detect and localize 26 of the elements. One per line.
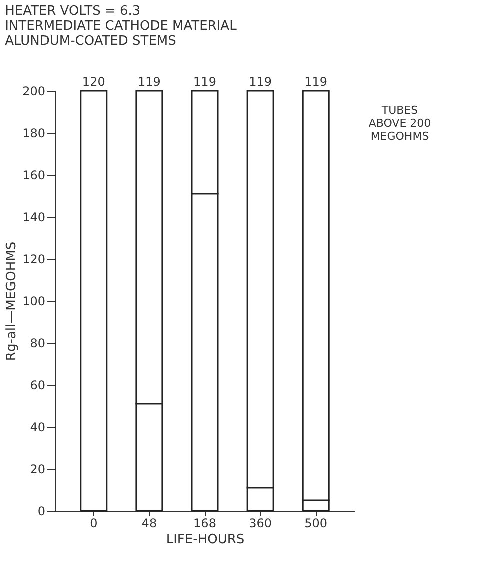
y-tick-label: 180 <box>22 126 46 140</box>
y-tick-label: 20 <box>30 462 46 476</box>
x-tick-label: 48 <box>142 516 158 530</box>
x-tick-label: 360 <box>249 516 272 530</box>
y-tick-label: 160 <box>22 168 46 182</box>
bar <box>80 90 108 512</box>
x-tick-label: 0 <box>90 516 98 530</box>
y-tick-label: 40 <box>30 420 46 434</box>
annotation: 120 <box>82 75 106 89</box>
x-tick-label: 168 <box>194 516 216 530</box>
x-axis-title: LIFE-HOURS <box>166 532 245 548</box>
x-tick-label: 500 <box>304 516 328 530</box>
y-axis-title: Rg-all—MEGOHMS <box>4 242 20 362</box>
annotation: 119 <box>249 75 272 89</box>
y-tick-label: 200 <box>22 84 46 98</box>
y-tick-label: 0 <box>38 504 46 518</box>
y-tick-label: 140 <box>22 210 46 224</box>
chart-title: HEATER VOLTS = 6.3 INTERMEDIATE CATHODE MATERIAL ALUNDUM-COATED STEMS <box>5 4 238 49</box>
annotation: 119 <box>194 75 216 89</box>
y-tick-label: 100 <box>22 294 46 308</box>
y-tick-label: 60 <box>30 378 46 392</box>
y-tick-label: 120 <box>22 252 46 266</box>
text: TUBES ABOVE 200 MEGOHMS <box>368 104 432 143</box>
annotation: 119 <box>304 75 328 89</box>
y-tick-label: 80 <box>30 336 46 350</box>
annotation: 119 <box>138 75 161 89</box>
